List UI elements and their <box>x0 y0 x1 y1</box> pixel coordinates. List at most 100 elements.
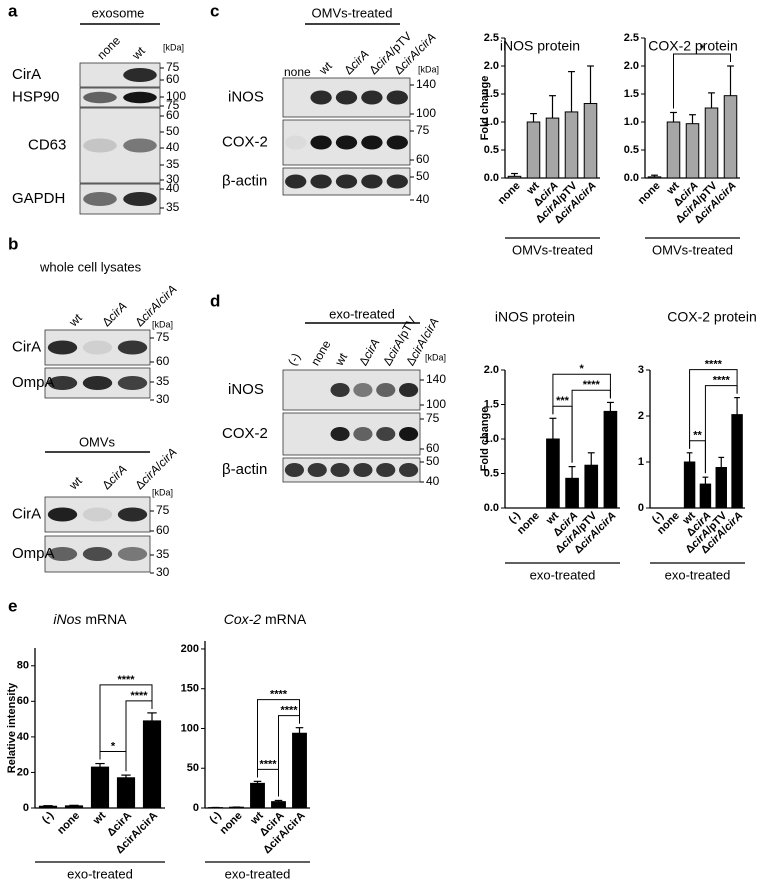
blot-title: exo-treated <box>329 306 395 321</box>
lane-label: ΔcirA <box>341 47 371 77</box>
y-tick-label: 20 <box>17 766 29 778</box>
bar <box>545 117 560 179</box>
x-tick-label: (-) <box>40 809 56 825</box>
row-label: OmpA <box>12 545 55 562</box>
marker-label: 75 <box>166 60 180 74</box>
chart-title: iNOS protein <box>500 38 580 54</box>
marker-label: 50 <box>166 124 180 138</box>
bar <box>666 121 681 179</box>
blot-band <box>82 376 113 390</box>
y-axis-label: Relative intensity <box>6 682 18 773</box>
blot-band <box>310 90 332 105</box>
significance-label: **** <box>583 379 601 391</box>
marker-label: 50 <box>416 169 430 183</box>
kda-label: [kDa] <box>152 319 173 329</box>
y-tick-label: 40 <box>17 731 29 743</box>
row-label: CD63 <box>28 136 66 153</box>
y-tick-label: 1.5 <box>624 88 639 100</box>
row-label: CirA <box>12 505 41 522</box>
bar <box>704 107 719 179</box>
blot-band <box>335 135 358 150</box>
significance-bracket <box>552 373 611 415</box>
blot-strip <box>282 369 421 411</box>
marker-label: 50 <box>426 454 440 468</box>
y-axis-label: Fold change <box>479 76 491 141</box>
bar <box>715 467 727 509</box>
y-tick-label: 1.0 <box>484 433 499 445</box>
y-tick-label: 2.0 <box>624 60 639 72</box>
panel-label: d <box>210 291 220 310</box>
y-tick-label: 2.0 <box>484 364 499 376</box>
marker-label: 60 <box>416 152 430 166</box>
blot-band <box>285 174 307 189</box>
bar <box>731 414 743 509</box>
bar <box>723 95 738 179</box>
lane-label: none <box>284 65 311 79</box>
marker-label: 140 <box>416 77 436 91</box>
blot-band <box>398 463 419 477</box>
y-axis-label: Fold change <box>479 407 491 472</box>
bar <box>292 732 307 809</box>
y-tick-label: 100 <box>181 722 199 734</box>
blot-band <box>117 376 148 390</box>
blot-band <box>376 427 396 441</box>
row-label: GAPDH <box>12 190 65 207</box>
marker-label: 30 <box>156 392 170 406</box>
blot-band <box>117 507 148 522</box>
bar <box>685 123 700 179</box>
significance-bracket <box>99 684 153 760</box>
blot-title: OMVs <box>79 434 116 449</box>
lane-label: (-) <box>285 351 303 368</box>
kda-label: [kDa] <box>163 42 184 52</box>
y-tick-label: 150 <box>181 683 199 695</box>
marker-label: 35 <box>156 547 170 561</box>
kda-label: [kDa] <box>425 352 446 362</box>
group-label: OMVs-treated <box>652 242 733 257</box>
bar <box>583 103 598 179</box>
significance-label: * <box>700 43 705 55</box>
chart-title: iNOS protein <box>495 309 575 325</box>
blot-band <box>47 507 78 522</box>
marker-label: 40 <box>416 192 430 206</box>
y-tick-label: 0.0 <box>484 172 499 184</box>
blot-band <box>330 383 350 397</box>
significance-label: *** <box>556 395 570 407</box>
lane-label: ΔcirA <box>356 336 382 368</box>
blot-band <box>335 90 358 105</box>
panel-label: b <box>8 234 18 253</box>
marker-label: 40 <box>166 140 180 154</box>
marker-label: 30 <box>166 172 180 186</box>
blot-title: exosome <box>92 5 145 20</box>
blot-band <box>386 135 408 150</box>
marker-label: 100 <box>426 397 446 411</box>
blot-band <box>307 463 327 477</box>
bar <box>603 410 618 509</box>
bar <box>526 121 541 179</box>
lane-label: wt <box>66 474 86 494</box>
row-label: HSP90 <box>12 88 60 105</box>
bar <box>64 805 84 809</box>
blot-band <box>83 138 117 153</box>
y-tick-label: 0 <box>638 502 644 514</box>
x-tick-label: none <box>55 810 82 837</box>
y-tick-label: 200 <box>181 643 199 655</box>
marker-label: 140 <box>426 372 446 386</box>
y-tick-label: 3 <box>638 364 644 376</box>
x-tick-label: none <box>496 180 523 207</box>
group-label: OMVs-treated <box>512 242 593 257</box>
row-label: iNOS <box>228 381 264 398</box>
blot-band <box>353 427 373 441</box>
blot-band <box>361 90 383 105</box>
blot-band <box>284 463 305 477</box>
x-tick-label: wt <box>90 809 108 827</box>
significance-label: **** <box>117 674 135 686</box>
blot-band <box>353 383 373 397</box>
bar <box>546 438 560 509</box>
significance-bracket <box>257 699 300 778</box>
blot-band <box>123 68 157 82</box>
lane-label: none <box>94 33 123 62</box>
lane-label: ΔcirA <box>99 299 129 329</box>
significance-label: **** <box>713 375 731 387</box>
y-tick-label: 0.5 <box>624 144 639 156</box>
marker-label: 60 <box>166 108 180 122</box>
